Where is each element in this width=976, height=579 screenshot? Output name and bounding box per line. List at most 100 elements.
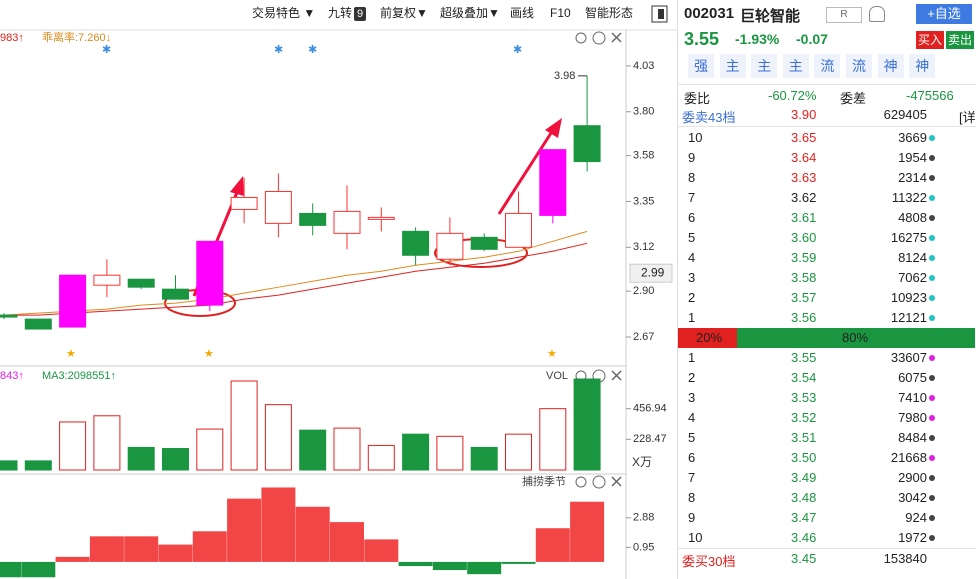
order-row: 4 3.59 8124 bbox=[678, 248, 976, 268]
dot bbox=[929, 455, 935, 461]
volume: 8484 bbox=[898, 430, 927, 445]
toolbar-item[interactable]: 超级叠加▼ bbox=[440, 5, 500, 20]
dot bbox=[929, 195, 935, 201]
ratio-label: 委比 bbox=[684, 91, 711, 106]
toolbar-item[interactable]: 九转 bbox=[328, 5, 352, 20]
volume: 33607 bbox=[890, 350, 927, 365]
order-row: 6 3.61 4808 bbox=[678, 208, 976, 228]
candle-body bbox=[127, 278, 155, 288]
price: 3.58 bbox=[791, 270, 817, 285]
marker: ★ bbox=[547, 348, 557, 360]
order-row: 5 3.51 8484 bbox=[678, 428, 976, 448]
level: 4 bbox=[688, 410, 696, 425]
settings-icon bbox=[575, 32, 587, 44]
dot bbox=[929, 515, 935, 521]
dot bbox=[929, 155, 935, 161]
order-row: 5 3.60 16275 bbox=[678, 228, 976, 248]
price: 3.62 bbox=[791, 190, 817, 205]
indicator-bar bbox=[570, 501, 605, 562]
change: -0.07 bbox=[796, 31, 828, 47]
volume: 7062 bbox=[898, 270, 927, 285]
indicator-bar bbox=[398, 561, 433, 567]
sell-button[interactable]: 卖出 bbox=[946, 31, 974, 49]
volume-bar bbox=[196, 428, 224, 471]
dot bbox=[929, 175, 935, 181]
order-row: 7 3.49 2900 bbox=[678, 468, 976, 488]
indicator-bar bbox=[89, 536, 124, 562]
quote-tab[interactable]: 主 bbox=[782, 54, 809, 78]
alert-icon[interactable] bbox=[869, 6, 885, 22]
volume-title: VOL bbox=[546, 370, 568, 382]
stock-name: 巨轮智能 bbox=[740, 8, 801, 25]
quote-tab[interactable]: 流 bbox=[846, 54, 872, 78]
candle-body bbox=[299, 212, 327, 226]
marker: ★ bbox=[66, 348, 76, 360]
y-tick-label: 2.88 bbox=[633, 512, 654, 524]
indicator-bar bbox=[261, 487, 296, 562]
indicator-bar bbox=[501, 561, 536, 564]
candle-body bbox=[0, 314, 18, 318]
marker: ✱ bbox=[102, 44, 111, 56]
order-row: 9 3.47 924 bbox=[678, 508, 976, 528]
order-row: 1 3.55 33607 bbox=[678, 348, 976, 368]
candle-body bbox=[230, 196, 258, 210]
annotation-arrow-head bbox=[545, 118, 562, 138]
ratio-buy-label: 80% bbox=[842, 330, 869, 345]
badge: R bbox=[826, 7, 862, 23]
quote-tab[interactable]: 流 bbox=[814, 54, 841, 78]
volume: 6075 bbox=[898, 370, 927, 385]
volume-bar bbox=[505, 433, 532, 471]
dot bbox=[929, 475, 935, 481]
order-row: 3 3.58 7062 bbox=[678, 268, 976, 288]
price: 3.46 bbox=[791, 530, 817, 545]
toolbar-item[interactable]: F10 bbox=[550, 6, 571, 20]
indicator-bar bbox=[432, 561, 467, 571]
volume: 3042 bbox=[898, 490, 927, 505]
layout-icon[interactable] bbox=[651, 5, 668, 23]
buy-button[interactable]: 买入 bbox=[916, 31, 944, 49]
high-label: 3.98 bbox=[554, 70, 575, 82]
volume-unit: X万 bbox=[632, 455, 652, 469]
level: 8 bbox=[688, 170, 696, 185]
toolbar-item[interactable]: 画线 bbox=[510, 6, 534, 20]
volume-bar bbox=[0, 460, 18, 471]
current-price: 2.99 bbox=[641, 265, 665, 279]
add-watchlist[interactable]: +自选 bbox=[916, 4, 972, 24]
diff-label: 委差 bbox=[840, 91, 867, 106]
price: 3.57 bbox=[791, 290, 817, 305]
quote-tab[interactable]: 神 bbox=[909, 54, 936, 78]
y-tick-label: 3.12 bbox=[633, 241, 654, 253]
price: 3.48 bbox=[791, 490, 817, 505]
dot bbox=[929, 135, 935, 141]
level: 5 bbox=[688, 230, 696, 245]
y-tick-label: 228.47 bbox=[633, 433, 667, 445]
level: 6 bbox=[688, 210, 696, 225]
detail-link[interactable]: [详 bbox=[959, 110, 976, 125]
quote-tab[interactable]: 主 bbox=[751, 54, 778, 78]
indicator-bar bbox=[21, 561, 56, 578]
toolbar-item[interactable]: 交易特色 ▼ bbox=[252, 5, 315, 20]
level: 1 bbox=[688, 310, 696, 325]
quote-tab[interactable]: 神 bbox=[877, 54, 904, 78]
level: 7 bbox=[688, 190, 696, 205]
toolbar-item[interactable]: 前复权▼ bbox=[380, 5, 428, 20]
level: 9 bbox=[688, 510, 696, 525]
order-row: 8 3.63 2314 bbox=[678, 168, 976, 188]
y-tick-label: 2.90 bbox=[633, 285, 654, 297]
volume-bar bbox=[470, 446, 498, 471]
indicator-bar bbox=[192, 531, 227, 562]
volume: 12121 bbox=[890, 310, 927, 325]
level: 8 bbox=[688, 490, 696, 505]
dot bbox=[929, 495, 935, 501]
toolbar-item[interactable]: 智能形态 bbox=[585, 5, 633, 20]
buy-total-label: 委买30档 bbox=[682, 554, 736, 569]
price: 3.50 bbox=[791, 450, 817, 465]
volume-bar bbox=[573, 378, 601, 471]
dot bbox=[929, 295, 935, 301]
quote-tab[interactable]: 强 bbox=[688, 54, 714, 78]
volume: 8124 bbox=[898, 250, 927, 265]
volume-bar bbox=[539, 408, 567, 471]
candle-body bbox=[539, 149, 567, 216]
quote-tab[interactable]: 主 bbox=[719, 54, 746, 78]
price: 3.63 bbox=[791, 170, 817, 185]
